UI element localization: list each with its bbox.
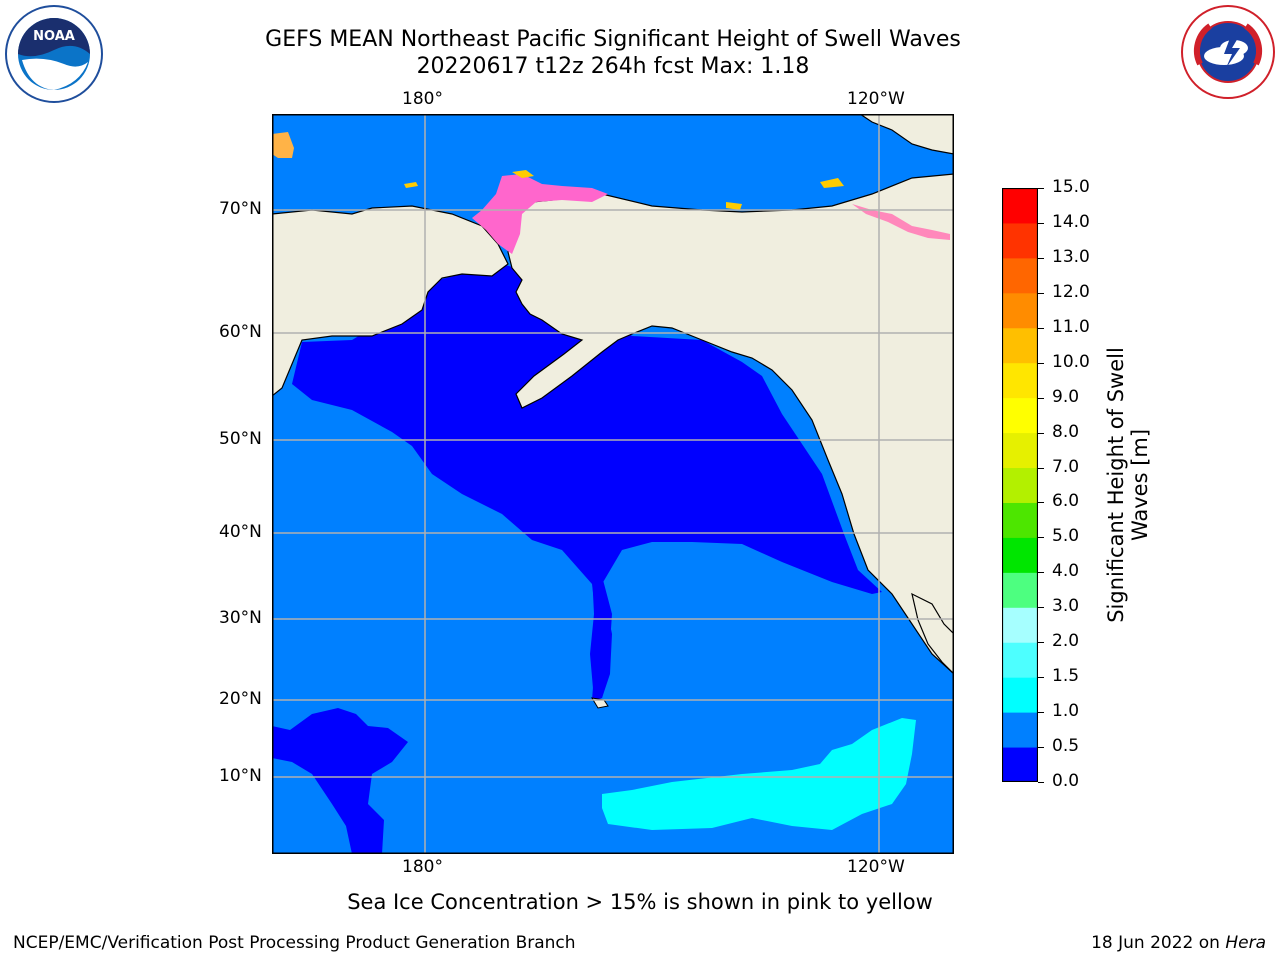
colorbar-tick-mark — [1038, 362, 1044, 364]
lat-label-60n: 60°N — [219, 322, 262, 342]
colorbar-swatch — [1002, 327, 1038, 364]
colorbar-tick-mark — [1038, 222, 1044, 224]
colorbar-tick-mark — [1038, 747, 1044, 749]
colorbar-swatch — [1002, 747, 1038, 782]
low-swell-region — [292, 264, 882, 700]
lon-label-bottom-180: 180° — [402, 857, 443, 877]
colorbar-swatch — [1002, 257, 1038, 294]
colorbar-swatch — [1002, 502, 1038, 538]
land-alaska-canada — [507, 173, 954, 675]
map-border — [272, 114, 954, 854]
colorbar-tick-label: 9.0 — [1052, 386, 1080, 407]
colorbar-tick-label: 0.5 — [1052, 736, 1080, 757]
lon-label-bottom-120w: 120°W — [847, 857, 905, 877]
lon-label-top-120w: 120°W — [847, 89, 905, 109]
colorbar-swatch — [1002, 188, 1038, 224]
colorbar-tick-label: 0.0 — [1052, 771, 1080, 791]
colorbar-swatch — [1002, 432, 1038, 469]
land-baja — [911, 592, 954, 675]
lon-label-top-180: 180° — [402, 89, 443, 109]
colorbar-tick-mark — [1038, 467, 1044, 469]
noaa-logo: NOAA — [5, 5, 103, 103]
colorbar-tick-label: 3.0 — [1052, 596, 1080, 617]
colorbar-tick-label: 10.0 — [1052, 351, 1090, 372]
colorbar-tick-label: 12.0 — [1052, 281, 1090, 302]
colorbar-tick-mark — [1038, 782, 1044, 783]
colorbar-tick-mark — [1038, 712, 1044, 714]
sea-ice-note: Sea Ice Concentration > 15% is shown in … — [347, 890, 933, 914]
sea-ice-northwest — [272, 132, 294, 158]
colorbar-tick-label: 14.0 — [1052, 211, 1090, 232]
colorbar-tick-label: 1.5 — [1052, 666, 1080, 687]
colorbar-tick-mark — [1038, 292, 1044, 294]
lat-label-70n: 70°N — [219, 199, 262, 219]
sea-ice-canada — [852, 204, 950, 240]
colorbar-tick-label: 15.0 — [1052, 177, 1090, 197]
colorbar-tick-mark — [1038, 188, 1044, 189]
colorbar-swatch — [1002, 537, 1038, 573]
colorbar-swatch — [1002, 467, 1038, 503]
colorbar-swatch — [1002, 607, 1038, 643]
colorbar-tick-label: 7.0 — [1052, 456, 1080, 477]
high-swell-region — [602, 718, 916, 830]
colorbar-swatch — [1002, 677, 1038, 713]
colorbar-tick-label: 1.0 — [1052, 701, 1080, 722]
map-panel — [272, 114, 954, 854]
lat-label-10n: 10°N — [219, 766, 262, 786]
colorbar-tick-mark — [1038, 502, 1044, 504]
colorbar-tick-mark — [1038, 607, 1044, 609]
footer-producer: NCEP/EMC/Verification Post Processing Pr… — [13, 933, 576, 953]
colorbar-tick-mark — [1038, 327, 1044, 329]
nws-logo — [1181, 5, 1275, 99]
colorbar-swatch — [1002, 292, 1038, 329]
lat-label-50n: 50°N — [219, 429, 262, 449]
colorbar-tick-label: 2.0 — [1052, 631, 1080, 652]
colorbar-swatch — [1002, 642, 1038, 678]
colorbar-tick-label: 6.0 — [1052, 491, 1080, 512]
colorbar-swatch — [1002, 222, 1038, 259]
map-subtitle: 20220617 t12z 264h fcst Max: 1.18 — [416, 54, 810, 79]
colorbar-swatch — [1002, 362, 1038, 399]
colorbar-tick-mark — [1038, 397, 1044, 399]
colorbar-tick-label: 4.0 — [1052, 561, 1080, 582]
map-gridlines — [272, 114, 954, 854]
low-swell-southwest — [272, 708, 408, 854]
colorbar-tick-mark — [1038, 537, 1044, 539]
colorbar-swatch — [1002, 712, 1038, 748]
colorbar-swatch — [1002, 397, 1038, 434]
lat-label-20n: 20°N — [219, 689, 262, 709]
colorbar-label: Significant Height of Swell Waves [m] — [1103, 347, 1152, 623]
colorbar-tick-mark — [1038, 257, 1044, 259]
svg-text:NOAA: NOAA — [33, 29, 75, 44]
map-title: GEFS MEAN Northeast Pacific Significant … — [265, 27, 961, 52]
colorbar-tick-label: 11.0 — [1052, 316, 1090, 337]
colorbar-tick-label: 13.0 — [1052, 246, 1090, 267]
colorbar-tick-mark — [1038, 642, 1044, 644]
colorbar-tick-mark — [1038, 432, 1044, 434]
colorbar-tick-mark — [1038, 677, 1044, 679]
land-arctic-islands — [858, 114, 954, 155]
low-swell-tail — [590, 574, 612, 700]
sea-ice-chukchi — [472, 174, 608, 254]
lat-label-30n: 30°N — [219, 608, 262, 628]
footer-date: 18 Jun 2022 on Hera — [1091, 933, 1266, 953]
land-siberia — [272, 205, 509, 397]
colorbar-tick-label: 5.0 — [1052, 526, 1080, 547]
colorbar-tick-mark — [1038, 572, 1044, 574]
colorbar — [1002, 188, 1038, 782]
lat-label-40n: 40°N — [219, 522, 262, 542]
colorbar-swatch — [1002, 572, 1038, 608]
colorbar-tick-label: 8.0 — [1052, 421, 1080, 442]
